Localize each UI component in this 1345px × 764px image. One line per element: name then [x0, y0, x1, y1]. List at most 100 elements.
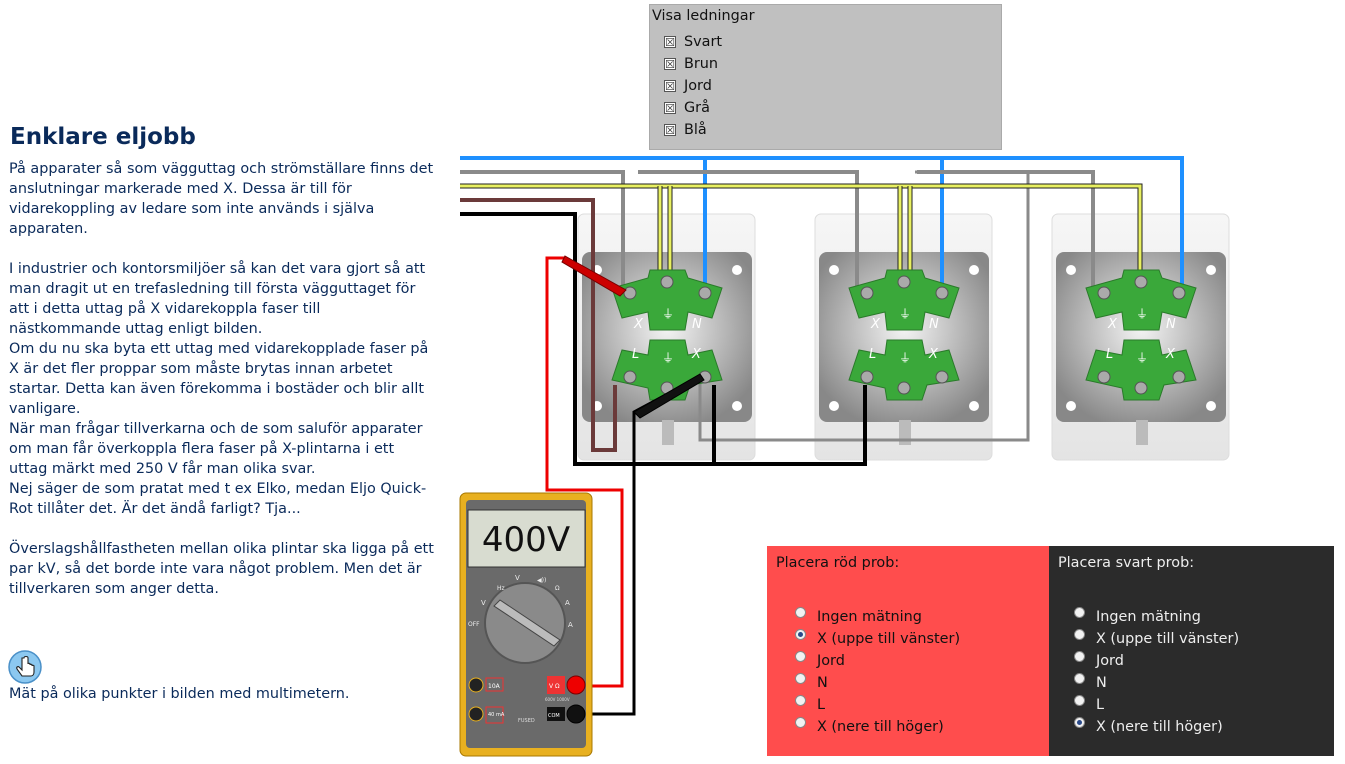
- paragraph: Överslagshållfastheten mellan olika plin…: [9, 541, 434, 597]
- red-probe-option[interactable]: X (nere till höger): [795, 716, 944, 735]
- svg-text:⏚: ⏚: [662, 351, 674, 365]
- svg-text:A: A: [565, 599, 570, 607]
- svg-text:V: V: [481, 599, 486, 607]
- wire-visibility-panel: Visa ledningar ☒ Svart ☒ Brun ☒ Jord ☒ G…: [649, 4, 1002, 150]
- svg-text:OFF: OFF: [468, 621, 480, 628]
- black-probe-tip: [633, 373, 705, 419]
- multimeter: 400V Hz V ◀)) Ω V A OFF A 10A 40 mA V Ω …: [459, 492, 593, 757]
- checkbox-checked-icon[interactable]: ☒: [664, 36, 676, 49]
- radio-button[interactable]: [1074, 628, 1085, 640]
- radio-button[interactable]: [795, 716, 806, 728]
- black-probe-option[interactable]: X (nere till höger): [1074, 716, 1223, 735]
- wire-toggle-jord[interactable]: ☒ Jord: [664, 78, 712, 94]
- wire-black-2: [712, 385, 867, 466]
- black-probe-option[interactable]: Jord: [1074, 650, 1124, 669]
- svg-text:X: X: [928, 347, 939, 362]
- radio-button[interactable]: [1074, 606, 1085, 618]
- svg-text:X: X: [870, 317, 881, 332]
- checkbox-checked-icon[interactable]: ☒: [664, 102, 676, 115]
- wire-toggle-label: Blå: [684, 122, 707, 138]
- black-probe-option[interactable]: L: [1074, 694, 1104, 713]
- wire-toggle-svart[interactable]: ☒ Svart: [664, 34, 722, 50]
- svg-text:⏚: ⏚: [899, 351, 911, 365]
- socket-outlet-1: [577, 213, 756, 461]
- checkbox-checked-icon[interactable]: ☒: [664, 58, 676, 71]
- radio-button[interactable]: [1074, 694, 1085, 706]
- wire-grey-2: [638, 170, 859, 290]
- article-body: På apparater så som vägguttag och ströms…: [9, 159, 434, 599]
- radio-button[interactable]: [1074, 650, 1085, 662]
- radio-button[interactable]: [795, 672, 806, 684]
- red-probe-option[interactable]: L: [795, 694, 825, 713]
- wires: [460, 156, 1184, 466]
- terminal-block-3: X N L X ⏚ ⏚: [1085, 269, 1197, 401]
- checkbox-checked-icon[interactable]: ☒: [664, 124, 676, 137]
- black-probe-option[interactable]: Ingen mätning: [1074, 606, 1201, 625]
- hint-text: Mät på olika punkter i bilden med multim…: [9, 686, 350, 702]
- black-probe-title: Placera svart prob:: [1058, 555, 1195, 571]
- wire-toggle-label: Jord: [684, 78, 712, 94]
- svg-text:⏚: ⏚: [1136, 307, 1148, 321]
- paragraph: När man frågar tillverkarna och de som s…: [9, 421, 423, 477]
- wire-toggle-bla[interactable]: ☒ Blå: [664, 122, 707, 138]
- svg-text:X: X: [1165, 347, 1176, 362]
- svg-text:X: X: [1107, 317, 1118, 332]
- svg-text:COM: COM: [548, 713, 560, 719]
- svg-text:N: N: [692, 317, 702, 332]
- terminal-block-2: X N L X ⏚ ⏚: [848, 269, 960, 401]
- paragraph: Om du nu ska byta ett uttag med vidareko…: [9, 341, 429, 417]
- red-probe-lead: [545, 256, 624, 688]
- checkbox-checked-icon[interactable]: ☒: [664, 80, 676, 93]
- red-probe-option[interactable]: X (uppe till vänster): [795, 628, 960, 647]
- wire-panel-title: Visa ledningar: [652, 8, 755, 24]
- red-probe-option[interactable]: Jord: [795, 650, 845, 669]
- svg-text:⏚: ⏚: [662, 307, 674, 321]
- wire-earth-inner: [460, 184, 1142, 280]
- wire-toggle-gra[interactable]: ☒ Grå: [664, 100, 710, 116]
- svg-text:FUSED: FUSED: [518, 718, 535, 724]
- svg-text:⏚: ⏚: [1136, 351, 1148, 365]
- radio-button[interactable]: [795, 606, 806, 618]
- radio-button[interactable]: [795, 650, 806, 662]
- wire-toggle-label: Brun: [684, 56, 719, 72]
- radio-button[interactable]: [795, 694, 806, 706]
- svg-text:10A: 10A: [488, 683, 501, 690]
- svg-text:40 mA: 40 mA: [488, 712, 505, 718]
- wire-toggle-label: Svart: [684, 34, 723, 50]
- pointer-hand-icon[interactable]: [6, 648, 44, 686]
- svg-text:L: L: [869, 347, 876, 362]
- black-probe-panel: Placera svart prob: Ingen mätning X (upp…: [1049, 546, 1334, 756]
- svg-text:V: V: [515, 574, 520, 582]
- red-probe-panel: Placera röd prob: Ingen mätning X (uppe …: [767, 546, 1049, 756]
- wire-grey-1: [460, 170, 625, 290]
- paragraph: Nej säger de som pratat med t ex Elko, m…: [9, 481, 427, 517]
- wire-toggle-label: Grå: [684, 100, 710, 116]
- wire-brown: [460, 198, 617, 452]
- svg-text:V Ω: V Ω: [549, 683, 560, 690]
- page-title: Enklare eljobb: [10, 124, 196, 150]
- svg-text:⏚: ⏚: [899, 307, 911, 321]
- paragraph: På apparater så som vägguttag och ströms…: [9, 161, 434, 237]
- red-probe-option[interactable]: Ingen mätning: [795, 606, 922, 625]
- wire-toggle-brun[interactable]: ☒ Brun: [664, 56, 718, 72]
- svg-text:600V 1000V: 600V 1000V: [545, 697, 570, 702]
- red-probe-tip: [561, 255, 627, 297]
- red-probe-option[interactable]: N: [795, 672, 828, 691]
- svg-text:◀)): ◀)): [537, 577, 546, 584]
- svg-text:L: L: [632, 347, 639, 362]
- wire-blue: [460, 156, 1184, 295]
- black-probe-option[interactable]: N: [1074, 672, 1107, 691]
- multimeter-display: 400V: [482, 520, 570, 560]
- black-probe-option[interactable]: X (uppe till vänster): [1074, 628, 1239, 647]
- radio-button-selected[interactable]: [795, 628, 806, 640]
- radio-button[interactable]: [1074, 672, 1085, 684]
- svg-text:Ω: Ω: [555, 585, 560, 592]
- svg-text:X: X: [633, 317, 644, 332]
- svg-text:Hz: Hz: [497, 585, 505, 592]
- paragraph: I industrier och kontorsmiljöer så kan d…: [9, 261, 426, 337]
- svg-text:X: X: [691, 347, 702, 362]
- red-probe-title: Placera röd prob:: [776, 555, 900, 571]
- svg-text:A: A: [568, 621, 573, 629]
- radio-button-selected[interactable]: [1074, 716, 1085, 728]
